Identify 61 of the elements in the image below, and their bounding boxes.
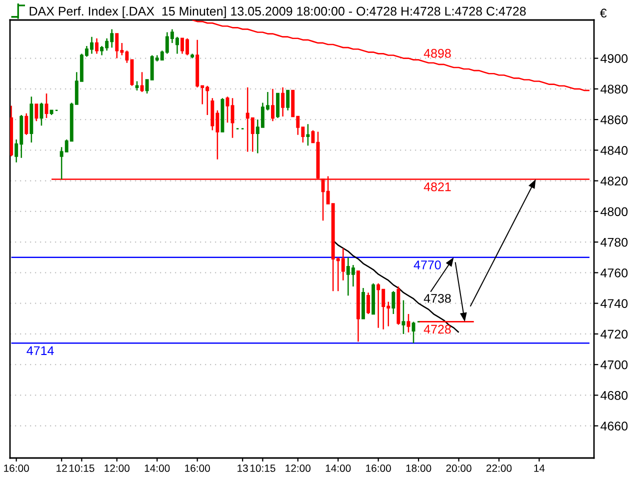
candlestick [412, 321, 416, 344]
y-tick-label: 4760 [600, 268, 628, 278]
candlestick [306, 124, 310, 146]
candlestick [50, 110, 54, 116]
candlestick [40, 102, 44, 126]
candlestick [34, 104, 38, 122]
candlestick [230, 97, 234, 139]
candlestick [95, 38, 99, 54]
y-tick-label: 4680 [600, 391, 628, 400]
y-tick-label: 4720 [600, 330, 628, 339]
x-tick-label: 12:00 [286, 464, 311, 472]
x-tick-label: 14:00 [326, 464, 351, 472]
y-tick-label: 4840 [600, 146, 628, 155]
candlestick [392, 290, 396, 315]
candlestick [406, 313, 410, 334]
data-label: 4714 [26, 346, 54, 355]
data-label: 4898 [424, 48, 451, 58]
y-tick-label: 4800 [600, 207, 628, 216]
data-label: 4728 [424, 324, 451, 334]
y-tick-label: 4900 [600, 54, 628, 63]
candlestick [226, 96, 230, 124]
x-tick-label: 16:00 [185, 464, 210, 472]
candlestick [30, 96, 34, 144]
y-tick-label: 4700 [600, 360, 628, 370]
data-label: 4770 [414, 260, 441, 270]
candlestick [281, 86, 285, 118]
x-tick-label: 20:00 [446, 464, 472, 472]
y-tick-label: 4880 [600, 84, 628, 94]
x-tick-label: 12 [56, 464, 67, 472]
y-tick-label: 4740 [600, 299, 628, 308]
candlestick [190, 53, 194, 59]
candlestick [135, 80, 139, 92]
x-tick-label: 16:00 [366, 464, 391, 472]
y-tick-label: 4660 [600, 422, 628, 430]
y-tick-label: 4860 [600, 115, 628, 124]
x-tick-label: 14 [534, 464, 545, 472]
candlestick [44, 92, 48, 119]
data-label: 4821 [424, 182, 451, 192]
x-tick-label: 22:00 [486, 464, 512, 472]
x-tick-label: 13 [238, 464, 248, 472]
x-tick-label: 16:00 [4, 464, 29, 472]
x-tick-label: 18:00 [406, 464, 432, 472]
x-tick-label: 14:00 [144, 464, 170, 472]
y-tick-label: 4820 [600, 176, 628, 186]
x-tick-label: 10:15 [69, 464, 94, 472]
candlestick [286, 90, 290, 111]
y-tick-label: 4780 [600, 238, 628, 247]
line-series [332, 240, 460, 334]
x-tick-label: 12:00 [104, 464, 130, 472]
line-series [192, 20, 590, 92]
candlestick [356, 270, 360, 342]
candlestick [402, 300, 406, 335]
candlestick [362, 287, 365, 320]
candlestick [10, 105, 14, 157]
y-axis-title: € [600, 8, 607, 18]
candlestick [366, 292, 370, 315]
candlestick [140, 71, 144, 93]
legend-label: DAX Perf. Index [.DAX 15 Minuten] 13.05.2009 18:00:00 - O:4728 H:4728 L:4728 C:4728 [30, 6, 526, 18]
candlestick [271, 88, 274, 122]
x-tick-label: 10:15 [250, 464, 276, 472]
data-label: 4738 [424, 294, 451, 303]
